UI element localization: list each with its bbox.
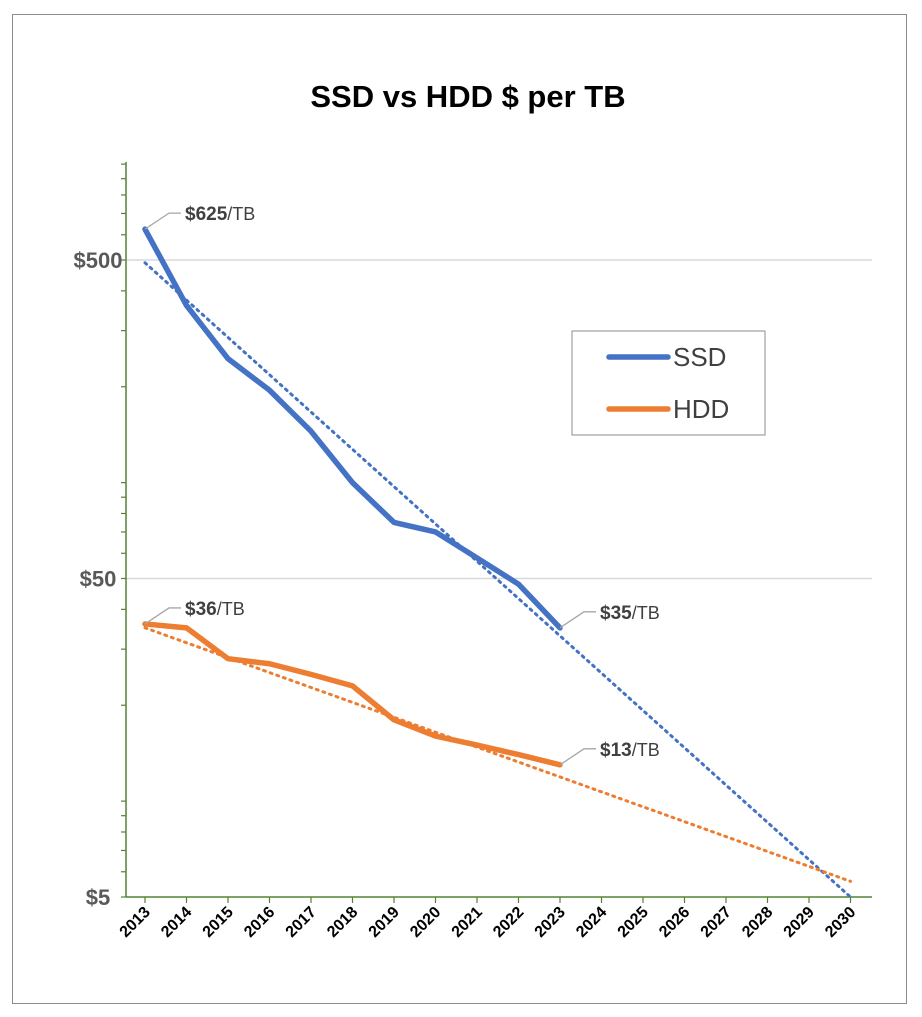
y-tick-label: $5 (86, 885, 110, 910)
data-annotations: $625/TB $35/TB $36/TB $13/TB (144, 204, 660, 766)
x-tick-label: 2019 (366, 904, 403, 941)
series-line-ssd (142, 226, 563, 631)
x-tick-label: 2014 (158, 904, 195, 941)
x-tick-label: 2024 (573, 904, 610, 941)
x-tick-label: 2025 (615, 904, 652, 941)
data-label: $36/TB (185, 599, 245, 620)
legend-box (571, 330, 766, 436)
x-tick-label: 2020 (407, 904, 444, 941)
x-tick-label: 2022 (490, 904, 527, 941)
x-tick-label: 2018 (324, 904, 361, 941)
x-tick-labels: 2013 2014 2015 2016 2017 2018 2019 2020 2021 2022… (117, 904, 860, 941)
series-line-hdd (142, 621, 563, 768)
annotation-leader (559, 748, 596, 766)
trendline-ssd (143, 261, 852, 899)
data-label: $625/TB (185, 204, 255, 225)
axes (121, 162, 872, 903)
chart-frame (12, 14, 907, 1004)
legend-label-ssd: SSD (673, 342, 726, 372)
x-tick-label: 2017 (283, 904, 320, 941)
data-label: $13/TB (600, 740, 660, 761)
annotation-leader (144, 607, 181, 625)
data-label: $35/TB (600, 603, 660, 624)
y-tick-label: $500 (74, 248, 123, 273)
x-tick-label: 2027 (698, 904, 735, 941)
annotation-leader (144, 212, 181, 230)
y-tick-label: $50 (80, 567, 117, 592)
legend-label-hdd: HDD (673, 394, 729, 424)
x-tick-label: 2023 (532, 904, 569, 941)
x-tick-label: 2026 (656, 904, 693, 941)
x-tick-label: 2015 (200, 904, 237, 941)
annotation-leader (559, 611, 596, 629)
x-tick-label: 2028 (739, 904, 776, 941)
x-tick-label: 2021 (449, 904, 486, 941)
trendline-hdd (143, 626, 852, 883)
y-tick-labels: $500 $50 $5 (74, 248, 123, 910)
x-tick-label: 2029 (781, 904, 818, 941)
x-tick-label: 2016 (241, 904, 278, 941)
x-tick-label: 2030 (822, 904, 859, 941)
gridlines (126, 259, 872, 580)
trendlines (143, 261, 852, 899)
chart-title: SSD vs HDD $ per TB (310, 79, 625, 114)
legend: SSD HDD (571, 330, 766, 436)
x-tick-label: 2013 (117, 904, 154, 941)
series-lines (142, 226, 563, 768)
